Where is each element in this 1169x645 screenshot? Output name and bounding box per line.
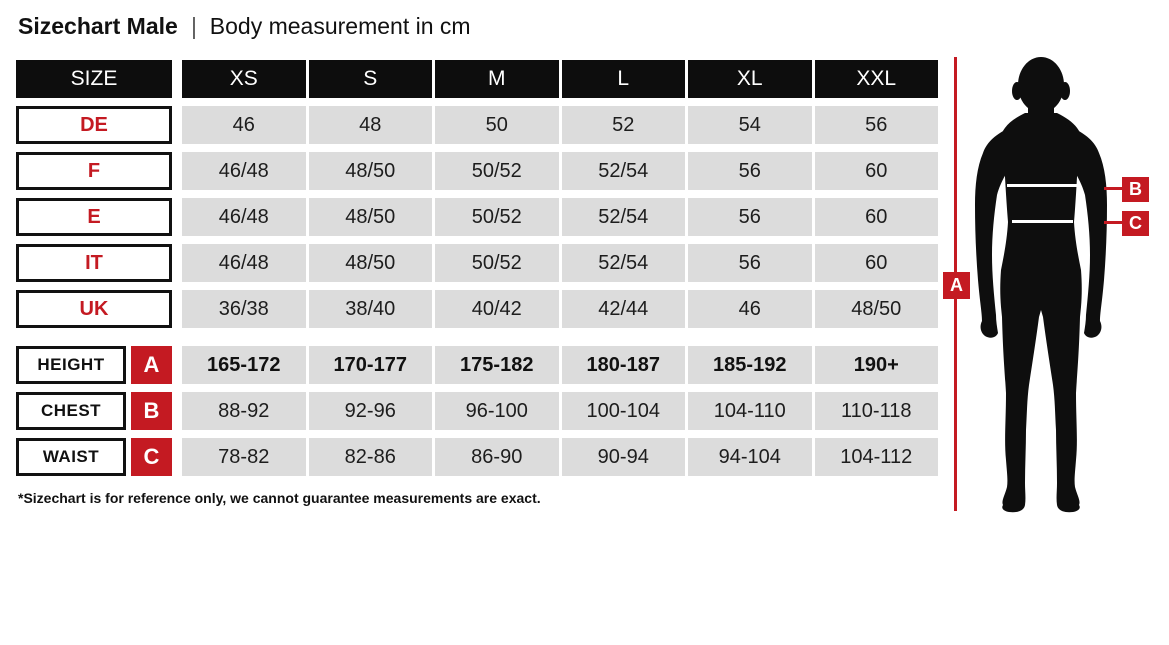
size-cell: 60	[814, 244, 938, 282]
size-cell: 60	[814, 152, 938, 190]
spacer	[175, 106, 179, 144]
size-cell: 60	[814, 198, 938, 236]
figure-marker-a: A	[943, 272, 970, 299]
size-row-label-f: F	[16, 152, 172, 190]
measure-cell: 170-177	[308, 346, 432, 384]
size-cell: 56	[688, 198, 812, 236]
sizechart-table: SIZE XS S M L XL XXL DE 46 48 50 52 54 56 F 46/48 48/50 5…	[16, 60, 938, 476]
measure-cell: 190+	[814, 346, 938, 384]
spacer	[175, 290, 179, 328]
size-cell: 46/48	[182, 244, 306, 282]
size-cell: 56	[688, 152, 812, 190]
title-main: Sizechart Male	[18, 13, 178, 39]
measure-cell: 90-94	[561, 438, 685, 476]
size-cell: 42/44	[561, 290, 685, 328]
spacer	[175, 198, 179, 236]
size-cell: 50	[435, 106, 559, 144]
size-cell: 46/48	[182, 198, 306, 236]
size-row-label-e: E	[16, 198, 172, 236]
size-cell: 36/38	[182, 290, 306, 328]
size-cell: 48/50	[814, 290, 938, 328]
measure-cell: 185-192	[688, 346, 812, 384]
measure-cell: 86-90	[435, 438, 559, 476]
measure-row-label-waist: WAIST C	[16, 438, 172, 476]
measure-cell: 100-104	[561, 392, 685, 430]
title-subtitle: Body measurement in cm	[209, 13, 471, 39]
measure-label-waist: WAIST	[16, 438, 126, 476]
figure-marker-b: B	[1122, 177, 1149, 202]
size-cell: 50/52	[435, 244, 559, 282]
torso-legs	[1000, 113, 1082, 513]
size-cell: 46	[182, 106, 306, 144]
size-cell: 56	[814, 106, 938, 144]
size-cell: 38/40	[308, 290, 432, 328]
spacer	[175, 346, 179, 384]
measure-cell: 165-172	[182, 346, 306, 384]
measure-cell: 82-86	[308, 438, 432, 476]
marker-badge-b: B	[131, 392, 172, 430]
header-cell-xxl: XXL	[814, 60, 938, 98]
measure-cell: 104-110	[688, 392, 812, 430]
measure-row-label-chest: CHEST B	[16, 392, 172, 430]
figure-marker-c: C	[1122, 211, 1149, 236]
size-row-label-it: IT	[16, 244, 172, 282]
measure-cell: 180-187	[561, 346, 685, 384]
size-cell: 48/50	[308, 198, 432, 236]
male-silhouette	[975, 57, 1107, 513]
marker-badge-a: A	[131, 346, 172, 384]
chest-line	[1007, 184, 1077, 187]
measure-cell: 104-112	[814, 438, 938, 476]
measure-label-chest: CHEST	[16, 392, 126, 430]
header-cell-xl: XL	[688, 60, 812, 98]
arm-left	[975, 125, 1017, 338]
footnote: *Sizechart is for reference only, we can…	[18, 490, 541, 506]
size-cell: 46	[688, 290, 812, 328]
spacer	[175, 244, 179, 282]
header-cell-size: SIZE	[16, 60, 172, 98]
size-cell: 56	[688, 244, 812, 282]
size-cell: 54	[688, 106, 812, 144]
size-cell: 48/50	[308, 244, 432, 282]
waist-connector-line	[1104, 221, 1122, 224]
measure-cell: 175-182	[435, 346, 559, 384]
size-cell: 40/42	[435, 290, 559, 328]
spacer	[175, 438, 179, 476]
size-cell: 48/50	[308, 152, 432, 190]
size-cell: 52/54	[561, 152, 685, 190]
size-cell: 46/48	[182, 152, 306, 190]
chest-connector-line	[1104, 187, 1122, 190]
row-gap	[16, 336, 938, 338]
size-cell: 50/52	[435, 152, 559, 190]
measure-row-label-height: HEIGHT A	[16, 346, 172, 384]
size-cell: 52	[561, 106, 685, 144]
measure-label-height: HEIGHT	[16, 346, 126, 384]
measure-cell: 92-96	[308, 392, 432, 430]
arm-right	[1065, 125, 1107, 338]
title-separator: |	[191, 13, 197, 39]
size-cell: 52/54	[561, 198, 685, 236]
spacer	[175, 392, 179, 430]
marker-badge-c: C	[131, 438, 172, 476]
size-row-label-de: DE	[16, 106, 172, 144]
measure-cell: 94-104	[688, 438, 812, 476]
waist-line	[1012, 220, 1073, 223]
size-row-label-uk: UK	[16, 290, 172, 328]
header-cell-xs: XS	[182, 60, 306, 98]
size-cell: 50/52	[435, 198, 559, 236]
measure-cell: 96-100	[435, 392, 559, 430]
size-cell: 48	[308, 106, 432, 144]
measure-cell: 78-82	[182, 438, 306, 476]
size-cell: 52/54	[561, 244, 685, 282]
spacer	[175, 60, 179, 98]
header-cell-m: M	[435, 60, 559, 98]
measure-cell: 88-92	[182, 392, 306, 430]
header-cell-l: L	[561, 60, 685, 98]
spacer	[175, 152, 179, 190]
page-title: Sizechart Male | Body measurement in cm	[18, 13, 471, 40]
header-cell-s: S	[308, 60, 432, 98]
measure-cell: 110-118	[814, 392, 938, 430]
